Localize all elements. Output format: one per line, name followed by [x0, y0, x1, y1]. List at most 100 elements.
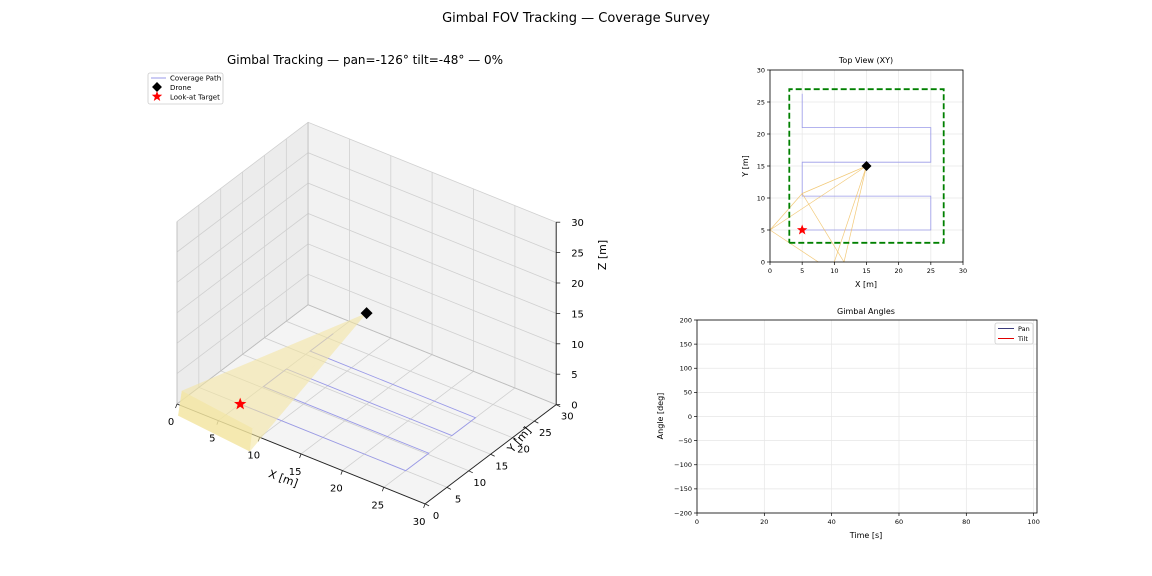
scene-3d-zlabel: Z [m]: [596, 240, 609, 270]
top-view-ytick-label: 5: [761, 226, 765, 234]
legend-target-marker: [151, 91, 163, 101]
top-view-fov-ray: [833, 165, 867, 263]
top-view-ytick-label: 15: [757, 162, 765, 170]
coverage-path-3d: [240, 333, 477, 472]
top-view-footprint-edge: [801, 193, 845, 263]
fov-frustum-face: [178, 313, 367, 416]
top-view-ytick-label: 0: [761, 258, 765, 266]
y-tick-label: 20: [517, 445, 530, 456]
angles-ytick-label: −150: [674, 485, 692, 493]
top-view-xtick-label: 20: [895, 267, 903, 275]
top-view-xtick-label: 0: [768, 267, 772, 275]
top-view-title: Top View (XY): [838, 56, 893, 65]
y-tick-label: 30: [561, 412, 574, 423]
top-view-fov-ray: [769, 165, 867, 231]
top-view-xtick-label: 5: [800, 267, 804, 275]
scene-3d-legend: Coverage Path Drone Look-at Target: [147, 72, 224, 105]
top-view-ylabel: Y [m]: [741, 155, 750, 177]
z-tick-label: 10: [571, 340, 584, 351]
y-tick-mark: [512, 437, 517, 441]
scene-3d-axes: Gimbal Tracking — pan=-126° tilt=-48° — …: [147, 53, 609, 528]
z-tick-label: 20: [571, 279, 584, 290]
angles-xtick-label: 40: [828, 518, 836, 526]
top-view-boundary: [788, 88, 945, 244]
top-view-fov-ray: [802, 165, 867, 194]
x-tick-label: 25: [371, 500, 384, 511]
angles-xtick-label: 20: [760, 518, 768, 526]
angles-legend: Pan Tilt: [994, 322, 1034, 345]
scene-3d-content: [178, 307, 477, 472]
y-tick-mark: [424, 503, 430, 507]
x-tick-mark: [423, 503, 426, 509]
top-view-xtick-label: 15: [862, 267, 870, 275]
top-view-ytick-label: 10: [757, 194, 765, 202]
legend-frame: [147, 72, 224, 105]
top-view-fov-ray: [843, 165, 867, 263]
y-tick-label: 0: [433, 511, 439, 522]
legend-drone-marker: [152, 82, 162, 92]
top-view-target-marker: [796, 224, 808, 235]
y-tick-label: 25: [539, 428, 552, 439]
angles-xtick-label: 0: [695, 518, 699, 526]
top-view-xlabel: X [m]: [855, 280, 877, 289]
top-view-xtick-label: 30: [959, 267, 967, 275]
legend-pan-label: Pan: [1018, 325, 1030, 333]
scene-3d-title: Gimbal Tracking — pan=-126° tilt=-48° — …: [227, 53, 503, 67]
x-tick-mark: [299, 453, 302, 459]
z-tick-label: 5: [571, 370, 577, 381]
y-tick-label: 15: [495, 461, 508, 472]
x-tick-label: 0: [168, 417, 174, 428]
top-view-xtick-label: 25: [927, 267, 935, 275]
angles-ytick-label: −100: [674, 461, 692, 469]
y-tick-mark: [534, 420, 539, 424]
z-tick-label: 15: [571, 309, 584, 320]
x-tick-label: 5: [209, 434, 215, 445]
top-view-coverage-path: [801, 93, 932, 231]
y-tick-mark: [468, 470, 473, 474]
angles-ytick-label: −50: [678, 437, 692, 445]
x-tick-mark: [175, 403, 178, 409]
top-view-ytick-label: 25: [757, 98, 765, 106]
angles-tick-labels: 0 20 40 60 80 100 200 150 100 50 0 −50 −100 −150 −200: [674, 316, 1040, 526]
x-tick-label: 30: [413, 517, 426, 528]
z-tick-label: 25: [571, 249, 584, 260]
top-view-footprint-edge: [769, 193, 803, 231]
x-tick-label: 15: [289, 467, 302, 478]
angles-ytick-label: −200: [674, 509, 692, 517]
angles-ytick-label: 100: [680, 365, 692, 373]
legend-path-label: Coverage Path: [170, 75, 221, 83]
legend-drone-label: Drone: [170, 84, 191, 92]
drone-marker-3d: [360, 307, 373, 320]
fov-frustum-face: [181, 313, 367, 429]
angles-ylabel: Angle [deg]: [656, 393, 665, 440]
angles-xtick-label: 80: [962, 518, 970, 526]
top-view-drone-marker: [861, 161, 872, 171]
top-view-ytick-label: 30: [757, 66, 765, 74]
angles-axes: Gimbal Angles 0 20 40 60 80 100 200 150 100 50 0 −5…: [656, 307, 1040, 540]
y-tick-mark: [490, 453, 495, 457]
top-view-axes: Top View (XY) 0 5 10 15 20 25 30 0 5 10 15 20 25 30 X…: [741, 56, 967, 289]
z-tick-label: 0: [571, 401, 577, 412]
angles-xtick-label: 60: [895, 518, 903, 526]
angles-ytick-label: 150: [680, 340, 692, 348]
angles-xtick-label: 100: [1027, 518, 1039, 526]
top-view-ytick-label: 20: [757, 130, 765, 138]
y-tick-mark: [446, 486, 452, 490]
z-tick-label: 30: [571, 218, 584, 229]
x-tick-label: 10: [247, 450, 260, 461]
top-view-xtick-label: 10: [830, 267, 838, 275]
angles-ytick-label: 0: [688, 413, 692, 421]
fov-frustum-face: [178, 313, 367, 452]
angles-xlabel: Time [s]: [849, 531, 883, 540]
x-tick-mark: [257, 437, 261, 442]
target-marker-3d: [234, 397, 247, 410]
angles-ytick-label: 50: [684, 389, 692, 397]
top-view-content: [769, 88, 945, 263]
angles-ytick-label: 200: [680, 316, 692, 324]
angles-title: Gimbal Angles: [837, 307, 895, 316]
legend-target-label: Look-at Target: [170, 94, 220, 102]
x-tick-mark: [340, 470, 343, 475]
fov-footprint: [178, 390, 253, 452]
